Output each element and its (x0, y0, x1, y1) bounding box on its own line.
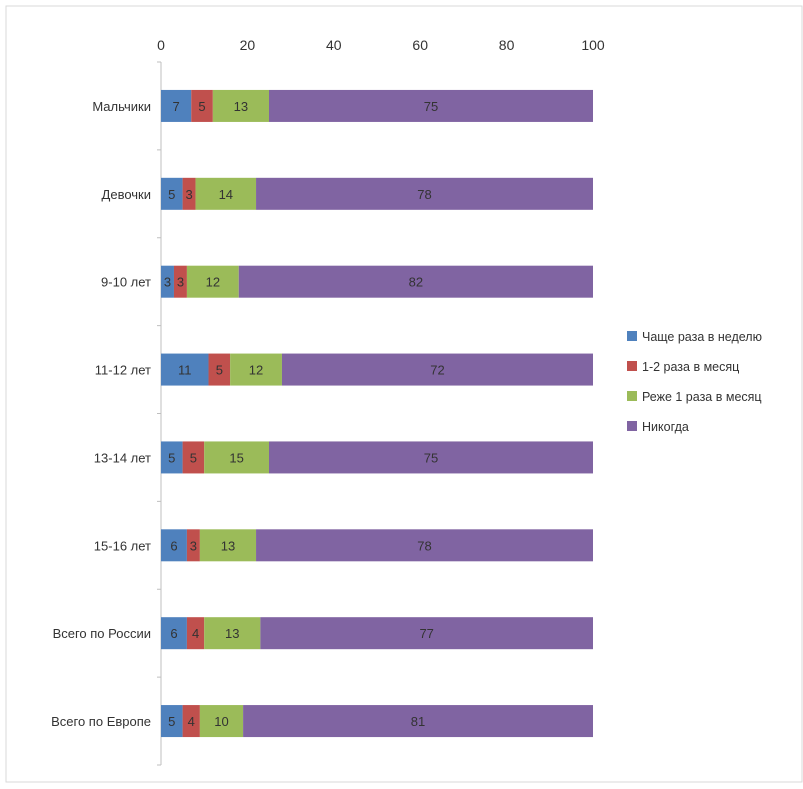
legend-label: 1-2 раза в месяц (642, 360, 739, 374)
data-label: 81 (411, 714, 425, 729)
data-label: 5 (190, 450, 197, 465)
data-label: 82 (409, 275, 423, 290)
data-label: 75 (424, 450, 438, 465)
data-label: 14 (219, 187, 233, 202)
x-tick-label: 20 (240, 37, 256, 53)
data-label: 12 (206, 275, 220, 290)
data-label: 10 (214, 714, 228, 729)
category-label: Мальчики (92, 99, 151, 114)
category-label: Всего по Европе (51, 714, 151, 729)
data-label: 13 (234, 99, 248, 114)
data-label: 75 (424, 99, 438, 114)
data-label: 4 (188, 714, 195, 729)
category-label: 15-16 лет (94, 538, 151, 553)
data-label: 3 (164, 275, 171, 290)
category-label: 9-10 лет (101, 275, 151, 290)
category-label: 13-14 лет (94, 450, 151, 465)
legend-label: Чаще раза в неделю (642, 330, 762, 344)
data-label: 11 (178, 363, 192, 378)
data-label: 6 (170, 538, 177, 553)
axis-layer: 0 20 40 60 80 100 Мальчики Девочки 9-10 лет 11-12… (51, 37, 605, 765)
data-label: 78 (417, 538, 431, 553)
data-label: 4 (192, 626, 199, 641)
data-label: 3 (190, 538, 197, 553)
data-label: 5 (168, 187, 175, 202)
category-label: Девочки (102, 187, 151, 202)
data-label: 7 (173, 99, 180, 114)
legend-swatch (627, 421, 637, 431)
category-label: Всего по России (53, 626, 151, 641)
data-label: 6 (170, 626, 177, 641)
data-label: 13 (221, 538, 235, 553)
legend-swatch (627, 331, 637, 341)
x-tick-label: 100 (581, 37, 605, 53)
data-label: 77 (419, 626, 433, 641)
data-label: 5 (168, 714, 175, 729)
x-tick-label: 80 (499, 37, 515, 53)
data-label: 13 (225, 626, 239, 641)
x-tick-label: 40 (326, 37, 342, 53)
x-tick-label: 60 (412, 37, 428, 53)
data-label: 72 (430, 363, 444, 378)
data-label: 3 (177, 275, 184, 290)
data-label: 5 (168, 450, 175, 465)
legend-swatch (627, 361, 637, 371)
data-label: 5 (216, 363, 223, 378)
data-label: 12 (249, 363, 263, 378)
legend: Чаще раза в неделю 1-2 раза в месяц Реже 1… (627, 330, 762, 434)
legend-label: Реже 1 раза в месяц (642, 390, 762, 404)
x-tick-label: 0 (157, 37, 165, 53)
data-label: 15 (229, 450, 243, 465)
legend-label: Никогда (642, 420, 689, 434)
data-label: 5 (198, 99, 205, 114)
data-label: 3 (185, 187, 192, 202)
category-label: 11-12 лет (95, 363, 151, 378)
data-label: 78 (417, 187, 431, 202)
legend-swatch (627, 391, 637, 401)
